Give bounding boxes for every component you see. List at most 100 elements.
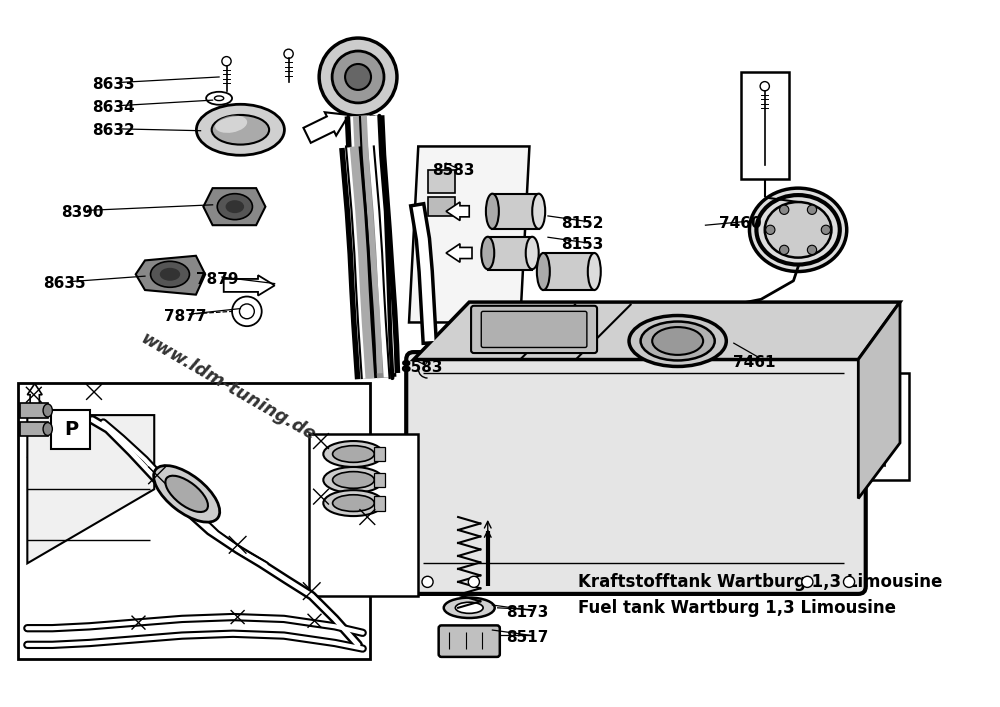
Bar <box>741 72 789 179</box>
Ellipse shape <box>455 602 483 614</box>
FancyArrow shape <box>303 112 349 143</box>
Ellipse shape <box>588 253 601 290</box>
Ellipse shape <box>652 327 703 355</box>
FancyBboxPatch shape <box>481 311 587 347</box>
Ellipse shape <box>629 315 726 366</box>
Ellipse shape <box>151 262 189 287</box>
Ellipse shape <box>154 465 220 522</box>
Circle shape <box>468 576 479 588</box>
Text: Kraftstofftank Wartburg 1,3 Limousine: Kraftstofftank Wartburg 1,3 Limousine <box>578 573 942 590</box>
Ellipse shape <box>532 194 545 229</box>
Circle shape <box>821 226 831 235</box>
Bar <box>374 447 385 462</box>
Circle shape <box>760 81 769 91</box>
Bar <box>374 496 385 510</box>
Ellipse shape <box>214 96 224 100</box>
Polygon shape <box>414 302 900 360</box>
Ellipse shape <box>43 404 52 417</box>
Ellipse shape <box>206 92 232 105</box>
FancyBboxPatch shape <box>439 626 500 657</box>
Text: 8390: 8390 <box>62 205 104 220</box>
Ellipse shape <box>333 445 374 462</box>
Bar <box>20 403 48 418</box>
Bar <box>309 433 418 596</box>
Ellipse shape <box>444 597 495 618</box>
Ellipse shape <box>165 476 208 512</box>
Ellipse shape <box>486 194 499 229</box>
Circle shape <box>284 49 293 59</box>
Bar <box>492 194 539 229</box>
Ellipse shape <box>323 490 384 516</box>
Circle shape <box>222 57 231 66</box>
Ellipse shape <box>333 472 374 489</box>
Bar <box>861 373 909 480</box>
Text: 8152: 8152 <box>561 216 603 231</box>
Bar <box>18 382 370 659</box>
Ellipse shape <box>749 188 847 271</box>
Circle shape <box>807 205 817 214</box>
Circle shape <box>843 576 855 588</box>
Bar <box>428 170 455 193</box>
Bar <box>20 421 48 436</box>
FancyArrow shape <box>446 202 469 221</box>
FancyArrow shape <box>446 244 472 262</box>
Ellipse shape <box>215 115 247 133</box>
Polygon shape <box>858 302 900 498</box>
FancyBboxPatch shape <box>471 306 597 353</box>
Circle shape <box>766 226 775 235</box>
Text: www.ldm-tuning.de: www.ldm-tuning.de <box>138 329 319 445</box>
Circle shape <box>345 64 371 90</box>
Text: 8633: 8633 <box>92 77 135 92</box>
Text: 8153: 8153 <box>561 238 603 252</box>
Circle shape <box>780 245 789 255</box>
Text: 8632: 8632 <box>92 123 135 139</box>
FancyBboxPatch shape <box>406 352 866 594</box>
Text: 7877: 7877 <box>164 308 206 324</box>
Ellipse shape <box>323 441 384 467</box>
Text: 8517: 8517 <box>506 630 549 645</box>
FancyArrow shape <box>224 275 275 296</box>
FancyArrow shape <box>27 384 42 404</box>
Polygon shape <box>27 415 154 563</box>
Bar <box>428 197 455 216</box>
Ellipse shape <box>323 467 384 493</box>
Ellipse shape <box>537 253 550 290</box>
Bar <box>543 253 594 290</box>
FancyArrow shape <box>27 448 42 468</box>
Circle shape <box>780 205 789 214</box>
Ellipse shape <box>43 423 52 436</box>
Ellipse shape <box>160 268 180 281</box>
Ellipse shape <box>765 202 831 257</box>
Text: 7460: 7460 <box>719 216 762 231</box>
Ellipse shape <box>526 237 539 269</box>
Circle shape <box>807 245 817 255</box>
Ellipse shape <box>641 322 715 361</box>
Text: 7879: 7879 <box>196 271 238 286</box>
Polygon shape <box>203 188 265 226</box>
Text: 8583: 8583 <box>400 360 442 375</box>
Bar <box>374 472 385 487</box>
FancyArrow shape <box>316 520 342 533</box>
Ellipse shape <box>226 200 244 213</box>
Text: 8634: 8634 <box>92 100 135 115</box>
Bar <box>488 238 532 269</box>
Polygon shape <box>409 146 529 322</box>
Ellipse shape <box>212 115 269 145</box>
Text: 8635: 8635 <box>43 276 86 291</box>
Circle shape <box>422 576 433 588</box>
Circle shape <box>802 576 813 588</box>
Circle shape <box>332 51 384 103</box>
Text: 8583: 8583 <box>432 163 475 178</box>
Text: 8173: 8173 <box>506 605 549 620</box>
Circle shape <box>239 304 254 319</box>
Text: 7461: 7461 <box>733 355 776 370</box>
Circle shape <box>881 382 890 392</box>
Text: Fuel tank Wartburg 1,3 Limousine: Fuel tank Wartburg 1,3 Limousine <box>578 599 896 617</box>
Ellipse shape <box>196 105 284 156</box>
Circle shape <box>232 296 262 326</box>
Ellipse shape <box>333 495 374 511</box>
Text: P: P <box>64 421 78 440</box>
Bar <box>51 411 90 450</box>
Ellipse shape <box>217 194 252 220</box>
Ellipse shape <box>481 237 494 269</box>
